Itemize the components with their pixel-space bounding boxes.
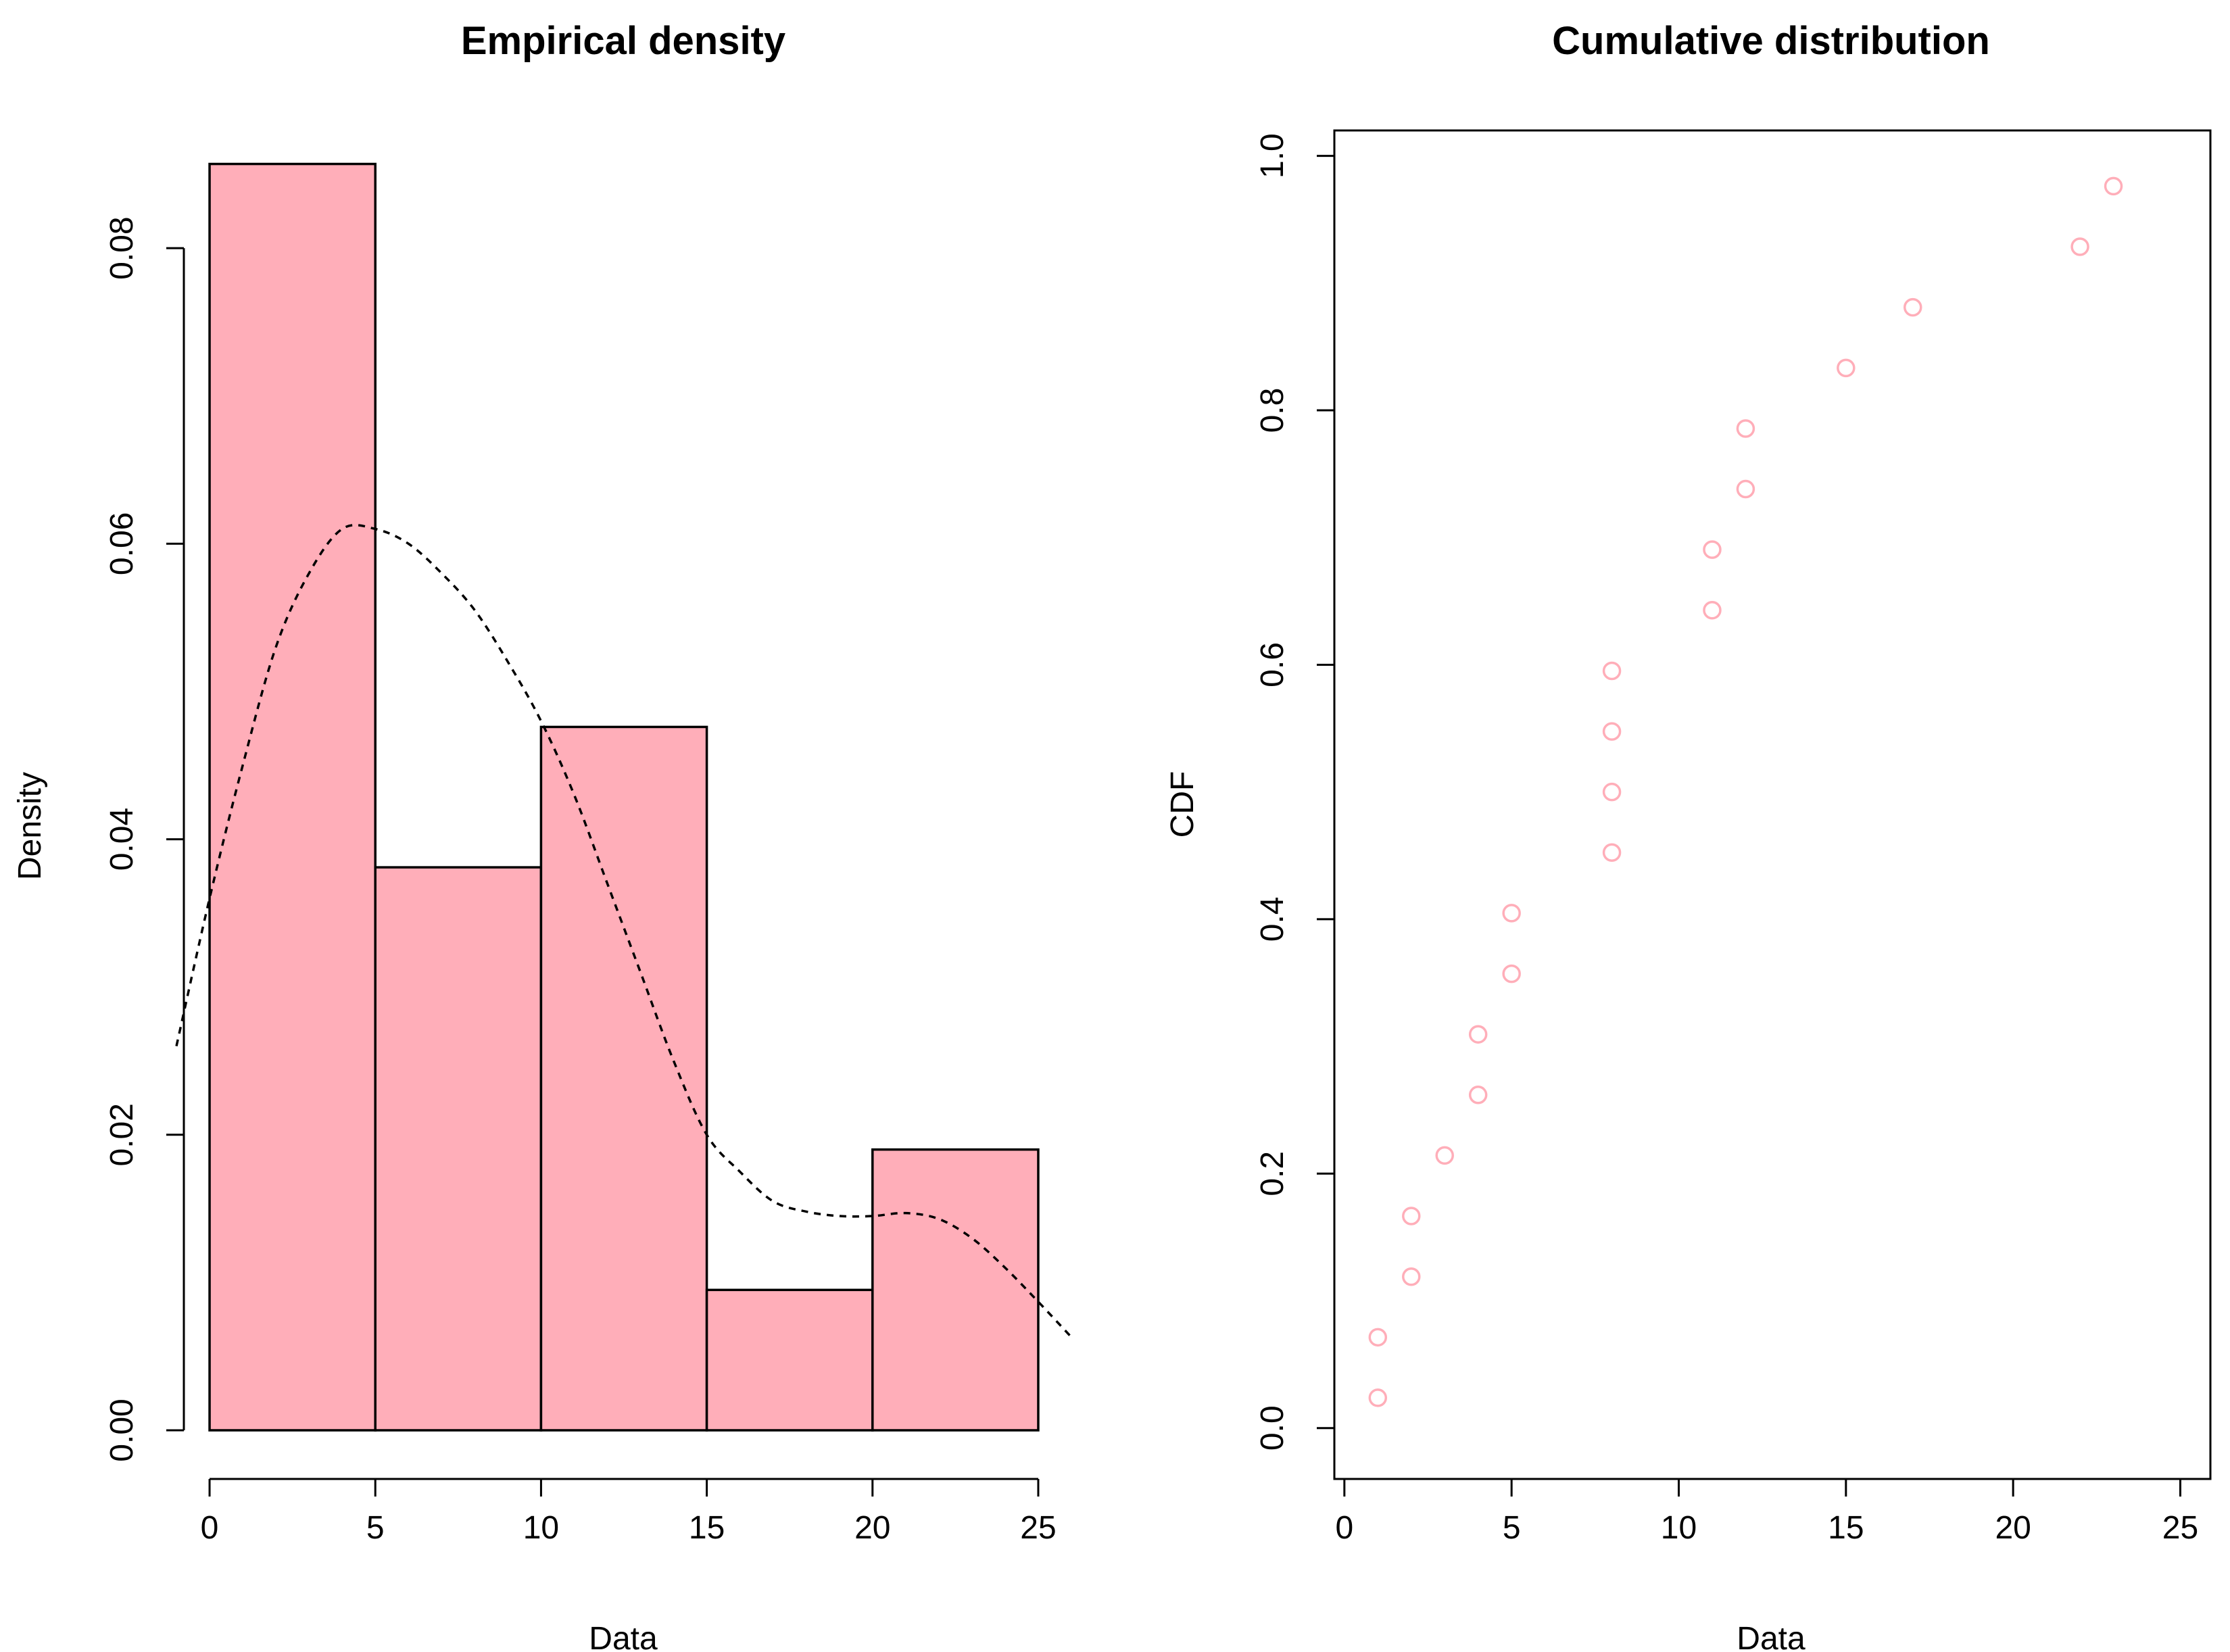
cdf-point [1435, 1146, 1454, 1165]
density-title: Empirical density [461, 19, 785, 63]
density-y-axis: 0.00 0.02 0.04 0.06 0.08 [104, 216, 185, 1462]
density-x-axis-label: Data [589, 1621, 658, 1652]
cdf-point [1904, 297, 1922, 317]
cdf-point [1602, 843, 1622, 863]
cdf-point [1602, 661, 1622, 681]
cdf-point [1402, 1267, 1421, 1286]
cdf-y-tick-label: 1.0 [1255, 133, 1290, 178]
density-curve [175, 523, 1073, 1338]
cdf-point [1602, 782, 1622, 802]
cdf-point [1402, 1207, 1421, 1225]
cdf-panel: Cumulative distribution Data CDF 0 5 10 15 2… [1165, 19, 2212, 1652]
cdf-point [1368, 1328, 1388, 1347]
cdf-y-tick-label: 0.6 [1255, 642, 1290, 687]
cdf-point [1468, 1086, 1488, 1104]
cdf-point [1703, 600, 1722, 620]
density-bar [871, 1148, 1040, 1432]
density-bar [208, 162, 377, 1432]
cdf-point [1502, 904, 1521, 923]
cdf-point [1502, 964, 1521, 983]
density-curve-layer [175, 523, 1073, 1338]
density-y-tick-label: 0.02 [104, 1103, 140, 1166]
density-y-axis-label: Density [12, 772, 48, 880]
cdf-x-axis: 0 5 10 15 20 25 [1335, 1478, 2198, 1546]
cdf-title: Cumulative distribution [1552, 19, 1990, 63]
density-bar [705, 1288, 874, 1432]
cdf-x-axis-label: Data [1737, 1621, 1805, 1652]
density-bar [374, 866, 543, 1432]
density-y-tick-label: 0.00 [104, 1399, 140, 1461]
cdf-point [1703, 540, 1722, 559]
cdf-x-tick-label: 10 [1661, 1510, 1697, 1546]
cdf-points [1368, 176, 2123, 1407]
cdf-point [1736, 479, 1755, 499]
density-x-tick-label: 25 [1020, 1510, 1056, 1546]
density-x-axis: 0 5 10 15 20 25 [201, 1478, 1057, 1546]
cdf-x-tick-label: 15 [1828, 1510, 1864, 1546]
cdf-point [1837, 358, 1856, 378]
density-y-tick-label: 0.04 [104, 808, 140, 871]
cdf-plot-frame [1333, 129, 2212, 1480]
density-y-tick-label: 0.06 [104, 512, 140, 575]
density-bar [539, 725, 708, 1432]
cdf-y-tick-label: 0.4 [1255, 897, 1290, 942]
cdf-point [1736, 419, 1755, 438]
cdf-point [1602, 722, 1622, 741]
cdf-point [1468, 1025, 1488, 1044]
cdf-x-tick-label: 25 [2162, 1510, 2198, 1546]
cdf-y-tick-label: 0.8 [1255, 388, 1290, 433]
density-x-tick-label: 20 [854, 1510, 890, 1546]
cdf-point [2104, 176, 2123, 196]
cdf-y-axis: 0.0 0.2 0.4 0.6 0.8 1.0 [1255, 133, 1336, 1451]
cdf-y-axis-label: CDF [1165, 771, 1201, 838]
cdf-x-tick-label: 20 [1995, 1510, 2031, 1546]
cdf-y-tick-label: 0.0 [1255, 1405, 1290, 1451]
density-x-tick-label: 0 [201, 1510, 219, 1546]
cdf-x-tick-label: 0 [1335, 1510, 1353, 1546]
density-x-tick-label: 15 [689, 1510, 725, 1546]
cdf-x-tick-label: 5 [1503, 1510, 1521, 1546]
density-x-tick-label: 10 [523, 1510, 559, 1546]
density-x-tick-label: 5 [366, 1510, 385, 1546]
density-panel: Empirical density Data Density 0 5 10 15 20 2… [12, 19, 1073, 1652]
cdf-point [2070, 237, 2089, 256]
density-y-tick-label: 0.08 [104, 216, 140, 279]
density-bars [208, 162, 1040, 1432]
cdf-point [1368, 1388, 1388, 1407]
cdf-y-tick-label: 0.2 [1255, 1151, 1290, 1196]
